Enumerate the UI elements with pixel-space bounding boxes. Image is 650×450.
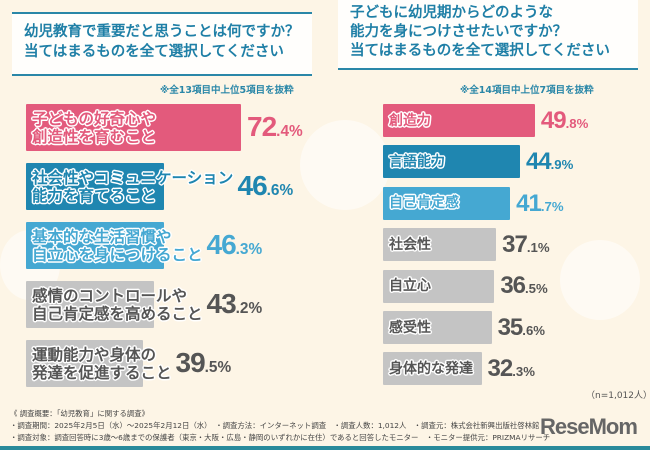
value-label: 37.1%: [502, 230, 550, 258]
bar: [383, 228, 497, 262]
left-chart-note: ※全13項目中上位5項目を抜粋: [160, 85, 294, 96]
footer-line: 《 調査概要：「幼児教育」に関する調査》: [10, 409, 150, 418]
bar-label: 社会性やコミュニケーション 能力を育てること: [32, 168, 234, 205]
value-label: 49.8%: [540, 106, 589, 134]
value-label: 41.7%: [516, 189, 564, 217]
bar: [383, 269, 495, 303]
bar: [26, 222, 164, 269]
bar-label: 言語能力: [389, 153, 445, 170]
bar: [26, 163, 165, 210]
value-label: 44.9%: [525, 148, 574, 176]
right-chart-note: ※全14項目中上位7項目を抜粋: [460, 85, 594, 96]
value-label: 43.2%: [206, 288, 263, 320]
bar-label: 自立心: [389, 278, 431, 295]
value-label: 46.3%: [206, 229, 263, 261]
value-label: 39.5%: [175, 347, 232, 379]
left-chart-title: 幼児教育で重要だと思うことは何ですか？ 当てはまるものを全て選択してください: [12, 12, 312, 76]
value-label: 32.3%: [487, 355, 535, 383]
bar-label: 社会性: [389, 236, 431, 253]
bar: [383, 186, 511, 220]
bar-label: 基本的な生活習慣や 自立心を身につけること: [32, 227, 203, 264]
bar: [383, 352, 482, 386]
bar-label: 感情のコントロールや 自己肯定感を高めること: [32, 286, 203, 323]
bar-label: 子どもの好奇心や 創造性を育むこと: [32, 109, 157, 146]
value-label: 35.6%: [497, 313, 546, 341]
bar: [383, 311, 492, 344]
right-chart-title: 子どもに幼児期からどのような 能力を身につけさせたいですか？ 当てはまるものを全…: [338, 0, 638, 70]
footer-line: ・調査対象：調査回答時に3歳～6歳までの保護者（東京・大阪・広島・静岡のいずれか…: [10, 433, 551, 442]
bar-label: 自己肯定感: [389, 195, 459, 212]
bar-label: 運動能力や身体の 発達を促進すること: [32, 345, 172, 382]
bar: [26, 281, 155, 328]
bar: [383, 145, 520, 179]
value-label: 46.6%: [237, 170, 294, 202]
value-label: 72.4%: [247, 111, 303, 143]
resemom-logo: ReseMom: [540, 414, 638, 439]
bar-label: 身体的な発達: [389, 360, 473, 377]
bar: [26, 340, 144, 387]
bar: [383, 104, 535, 137]
footer-line: ・調査期間：2025年2月5日（水）～2025年2月12日（水） ・調査方法：イ…: [10, 421, 540, 430]
divider: [0, 446, 650, 450]
value-label: 36.5%: [500, 272, 548, 300]
bar: [26, 104, 242, 151]
bar-label: 創造力: [389, 112, 431, 129]
bar-label: 感受性: [389, 319, 431, 336]
sample-size: （n=1,012人）: [586, 391, 650, 401]
survey-footer: 《 調査概要：「幼児教育」に関する調査》 ・調査期間：2025年2月5日（水）～…: [10, 408, 550, 444]
